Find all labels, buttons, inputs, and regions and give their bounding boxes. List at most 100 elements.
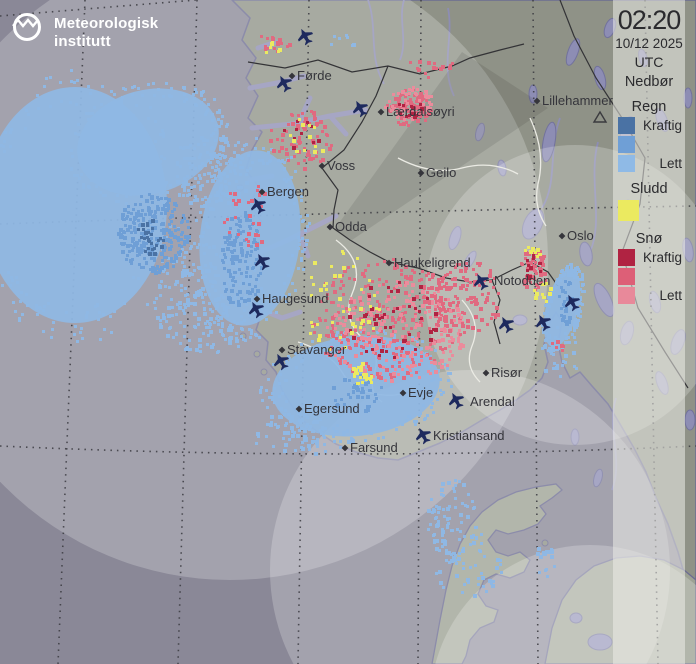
precip-pixel bbox=[461, 344, 465, 348]
precip-pixel bbox=[554, 344, 557, 347]
precip-pixel bbox=[447, 522, 450, 525]
precip-pixel bbox=[120, 99, 123, 102]
precip-pixel bbox=[294, 170, 297, 173]
precip-pixel bbox=[267, 151, 270, 154]
precip-pixel bbox=[451, 62, 454, 65]
precip-pixel bbox=[185, 251, 188, 254]
precip-pixel bbox=[366, 395, 370, 399]
precip-pixel bbox=[288, 438, 291, 441]
precip-pixel bbox=[235, 339, 239, 343]
precip-pixel bbox=[159, 323, 162, 326]
precip-pixel bbox=[201, 184, 204, 187]
precip-pixel bbox=[579, 302, 582, 305]
precip-pixel bbox=[280, 160, 283, 163]
precip-pixel bbox=[155, 244, 158, 247]
precip-pixel bbox=[575, 326, 578, 329]
precip-pixel bbox=[343, 403, 346, 406]
precip-pixel bbox=[249, 277, 252, 280]
precip-pixel bbox=[201, 296, 204, 299]
precip-pixel bbox=[237, 229, 240, 232]
precip-pixel bbox=[89, 92, 92, 95]
precip-pixel bbox=[186, 220, 189, 223]
precip-pixel bbox=[416, 119, 420, 123]
precip-pixel bbox=[237, 141, 240, 144]
precip-pixel bbox=[203, 252, 206, 255]
precip-pixel bbox=[539, 555, 543, 559]
precip-pixel bbox=[14, 310, 17, 313]
precip-pixel bbox=[442, 391, 445, 394]
precip-pixel bbox=[162, 315, 165, 318]
precip-pixel bbox=[275, 311, 278, 314]
precip-pixel bbox=[73, 81, 76, 84]
precip-pixel bbox=[136, 250, 139, 253]
precip-pixel bbox=[306, 214, 309, 217]
precip-pixel bbox=[375, 344, 378, 347]
precip-pixel bbox=[429, 330, 433, 334]
precip-pixel bbox=[180, 221, 183, 224]
precip-pixel bbox=[452, 301, 455, 304]
precip-pixel bbox=[382, 330, 385, 333]
graticule-meridian bbox=[297, 0, 310, 664]
precip-pixel bbox=[545, 312, 548, 315]
precip-pixel bbox=[354, 354, 358, 358]
precip-pixel bbox=[226, 141, 229, 144]
precip-pixel bbox=[438, 362, 441, 365]
precip-pixel bbox=[200, 91, 203, 94]
precip-pixel bbox=[474, 315, 478, 319]
precip-pixel bbox=[450, 553, 453, 556]
precip-pixel bbox=[271, 398, 274, 401]
precip-pixel bbox=[404, 99, 407, 102]
precip-pixel bbox=[285, 300, 288, 303]
precip-pixel bbox=[212, 343, 215, 346]
precip-pixel bbox=[364, 382, 368, 386]
precip-pixel bbox=[300, 259, 303, 262]
precip-pixel bbox=[291, 122, 295, 126]
precip-pixel bbox=[266, 47, 269, 50]
precip-pixel bbox=[327, 334, 330, 337]
precip-pixel bbox=[440, 300, 443, 303]
precip-pixel bbox=[371, 280, 374, 283]
precip-pixel bbox=[441, 545, 444, 548]
precip-pixel bbox=[90, 179, 93, 182]
precip-pixel bbox=[401, 335, 404, 338]
precip-pixel bbox=[378, 319, 381, 322]
precip-pixel bbox=[211, 166, 214, 169]
precip-pixel bbox=[528, 253, 531, 256]
precip-pixel bbox=[119, 236, 122, 239]
precip-pixel bbox=[441, 280, 444, 283]
precip-pixel bbox=[195, 348, 199, 352]
precip-pixel bbox=[421, 340, 424, 343]
precip-pixel bbox=[413, 271, 416, 274]
city-label: Voss bbox=[327, 158, 356, 173]
precip-pixel bbox=[448, 66, 452, 70]
precip-pixel bbox=[569, 263, 572, 266]
precip-pixel bbox=[368, 405, 371, 408]
precip-pixel bbox=[578, 278, 581, 281]
precip-pixel bbox=[440, 328, 443, 331]
precip-pixel bbox=[472, 507, 475, 510]
precip-pixel bbox=[142, 266, 145, 269]
precip-pixel bbox=[548, 336, 551, 339]
precip-pixel bbox=[269, 139, 273, 143]
precip-pixel bbox=[283, 449, 287, 453]
precip-pixel bbox=[215, 307, 218, 310]
precip-pixel bbox=[142, 228, 145, 231]
precip-pixel bbox=[365, 350, 368, 353]
precip-pixel bbox=[237, 191, 240, 194]
precip-pixel bbox=[237, 300, 240, 303]
precip-pixel bbox=[579, 298, 582, 301]
precip-pixel bbox=[362, 373, 365, 376]
precip-pixel bbox=[223, 253, 226, 256]
precip-pixel bbox=[305, 439, 308, 442]
precip-pixel bbox=[328, 348, 331, 351]
precip-pixel bbox=[401, 423, 404, 426]
precip-pixel bbox=[167, 257, 170, 260]
city-marker bbox=[399, 389, 407, 397]
precip-pixel bbox=[159, 237, 162, 240]
precip-pixel bbox=[443, 515, 446, 518]
precip-pixel bbox=[264, 48, 267, 51]
precip-pixel bbox=[118, 100, 121, 103]
precip-pixel bbox=[412, 86, 415, 89]
precip-pixel bbox=[166, 272, 169, 275]
precip-pixel bbox=[442, 508, 445, 511]
